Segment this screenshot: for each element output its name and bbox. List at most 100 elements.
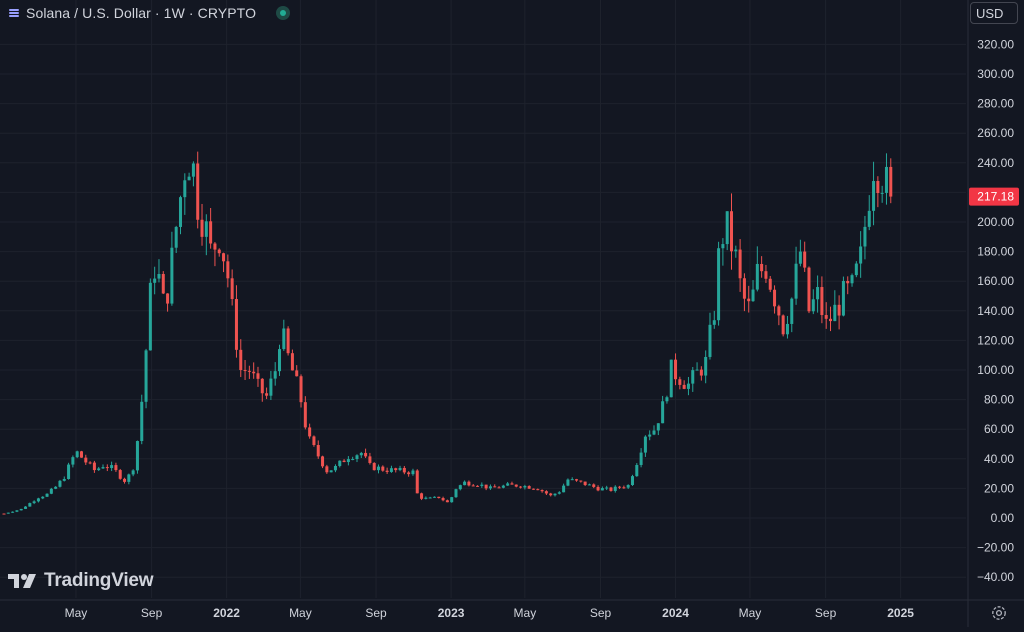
candle[interactable] xyxy=(682,380,686,390)
candle[interactable] xyxy=(859,231,863,278)
candle[interactable] xyxy=(49,487,53,495)
candle[interactable] xyxy=(686,376,690,396)
candle[interactable] xyxy=(217,248,221,257)
candle[interactable] xyxy=(837,295,841,330)
currency-button[interactable]: USD xyxy=(970,2,1018,24)
candle[interactable] xyxy=(441,496,445,502)
candle[interactable] xyxy=(101,464,105,469)
candle[interactable] xyxy=(863,215,867,260)
candle[interactable] xyxy=(32,500,36,505)
candle[interactable] xyxy=(351,456,355,461)
candle[interactable] xyxy=(833,290,837,322)
candle[interactable] xyxy=(355,454,359,463)
candle[interactable] xyxy=(36,497,40,503)
candle[interactable] xyxy=(24,506,28,510)
candle[interactable] xyxy=(394,467,398,473)
candle[interactable] xyxy=(226,254,230,288)
candle[interactable] xyxy=(734,245,738,258)
candle[interactable] xyxy=(144,348,148,409)
candle[interactable] xyxy=(308,423,312,439)
candle[interactable] xyxy=(557,491,561,495)
candle[interactable] xyxy=(338,460,342,468)
candle[interactable] xyxy=(596,485,600,492)
candle[interactable] xyxy=(97,466,101,471)
candle[interactable] xyxy=(333,464,337,473)
candle[interactable] xyxy=(798,239,802,267)
candle[interactable] xyxy=(824,302,828,329)
candle[interactable] xyxy=(510,481,514,485)
candle[interactable] xyxy=(346,456,350,466)
candle[interactable] xyxy=(316,440,320,459)
candle[interactable] xyxy=(28,502,32,507)
candle[interactable] xyxy=(566,478,570,487)
candle[interactable] xyxy=(213,242,217,267)
market-status-dot-icon[interactable] xyxy=(276,6,291,20)
candle[interactable] xyxy=(463,480,467,486)
candle[interactable] xyxy=(256,366,260,387)
candle[interactable] xyxy=(432,496,436,498)
candle[interactable] xyxy=(807,266,811,314)
candle[interactable] xyxy=(243,360,247,380)
candle[interactable] xyxy=(656,423,660,436)
candle[interactable] xyxy=(127,473,131,485)
candle[interactable] xyxy=(191,161,195,187)
candle[interactable] xyxy=(820,276,824,324)
candle[interactable] xyxy=(282,319,286,351)
candle[interactable] xyxy=(183,173,187,215)
candle[interactable] xyxy=(71,455,75,468)
candle[interactable] xyxy=(488,484,492,490)
candle[interactable] xyxy=(407,471,411,477)
candle[interactable] xyxy=(484,484,488,491)
candle[interactable] xyxy=(872,161,876,226)
candle[interactable] xyxy=(398,465,402,472)
candle[interactable] xyxy=(204,214,208,256)
candle[interactable] xyxy=(166,293,170,312)
candle[interactable] xyxy=(290,349,294,371)
candle[interactable] xyxy=(773,285,777,314)
candle[interactable] xyxy=(725,211,729,251)
candle[interactable] xyxy=(721,238,725,266)
candle[interactable] xyxy=(135,440,139,474)
candle[interactable] xyxy=(712,310,716,329)
candle[interactable] xyxy=(738,239,742,292)
candle[interactable] xyxy=(114,462,118,472)
candle[interactable] xyxy=(665,395,669,404)
candle[interactable] xyxy=(678,376,682,390)
candle[interactable] xyxy=(58,479,62,488)
candle[interactable] xyxy=(161,271,165,295)
candle[interactable] xyxy=(691,366,695,392)
tradingview-logo[interactable]: TradingView xyxy=(8,570,154,592)
candle[interactable] xyxy=(794,246,798,305)
candle[interactable] xyxy=(321,455,325,469)
candle[interactable] xyxy=(669,359,673,398)
candle[interactable] xyxy=(506,481,510,486)
candle[interactable] xyxy=(889,158,893,204)
candle[interactable] xyxy=(389,465,393,473)
candle[interactable] xyxy=(2,513,6,515)
candle[interactable] xyxy=(458,484,462,491)
candle[interactable] xyxy=(118,468,122,480)
candle[interactable] xyxy=(11,511,15,513)
candle[interactable] xyxy=(717,241,721,326)
candle[interactable] xyxy=(829,306,833,332)
candle[interactable] xyxy=(445,499,449,503)
candle[interactable] xyxy=(402,466,406,475)
candle[interactable] xyxy=(501,484,505,489)
candle[interactable] xyxy=(41,496,45,500)
candle[interactable] xyxy=(600,486,604,491)
candle[interactable] xyxy=(854,261,858,278)
candle[interactable] xyxy=(635,463,639,477)
candle[interactable] xyxy=(592,483,596,489)
candle[interactable] xyxy=(630,474,634,486)
candle[interactable] xyxy=(131,469,135,477)
candle[interactable] xyxy=(269,370,273,401)
candle[interactable] xyxy=(480,482,484,488)
list-lines-icon[interactable] xyxy=(8,7,20,19)
candle[interactable] xyxy=(781,314,785,337)
candle[interactable] xyxy=(92,460,96,473)
candle[interactable] xyxy=(299,374,303,408)
candle[interactable] xyxy=(252,362,256,379)
candle[interactable] xyxy=(579,480,583,483)
candle[interactable] xyxy=(415,469,419,494)
